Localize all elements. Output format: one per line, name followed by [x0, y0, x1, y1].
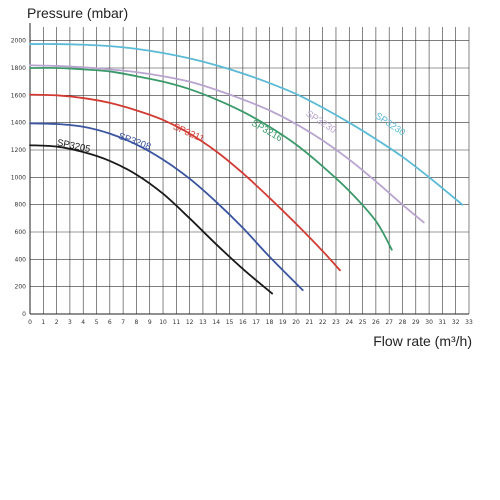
- x-tick-label: 32: [452, 319, 460, 326]
- y-axis-title: Pressure (mbar): [27, 5, 128, 21]
- x-tick-label: 10: [159, 319, 167, 326]
- axes: [29, 23, 469, 315]
- x-tick-label: 19: [279, 319, 287, 326]
- x-tick-label: 33: [465, 319, 473, 326]
- x-tick-label: 15: [226, 319, 234, 326]
- x-tick-label: 18: [266, 319, 274, 326]
- x-tick-label: 31: [439, 319, 447, 326]
- x-tick-label: 28: [399, 319, 407, 326]
- y-tick-label: 1600: [11, 92, 26, 99]
- series-line-sp3205-0: [29, 144, 274, 295]
- y-tick-label: 400: [15, 256, 27, 263]
- x-tick-label: 4: [81, 319, 85, 326]
- x-tick-label: 3: [68, 319, 72, 326]
- y-tick-label: 1200: [11, 147, 26, 154]
- x-tick-label: 26: [372, 319, 380, 326]
- x-tick-label: 13: [199, 319, 207, 326]
- x-tick-label: 24: [345, 319, 353, 326]
- y-tick-label: 200: [15, 284, 27, 291]
- series-label-sp3216-3: SP3216: [249, 118, 284, 144]
- x-tick-label: 8: [135, 319, 139, 326]
- series-label-sp3205-0: SP3205: [56, 137, 91, 155]
- series-line-sp3208-1: [29, 122, 304, 291]
- x-tick-label: 2: [55, 319, 59, 326]
- x-tick-label: 21: [306, 319, 314, 326]
- series-lines: [29, 43, 464, 295]
- x-tick-label: 7: [121, 319, 125, 326]
- series-label-sp3208-1: SP3208: [117, 131, 153, 153]
- tick-labels: 0 1 2 3 4 5 6 7 8 9 10 11 12 13 14 15 16 17 18 19 20 21 22 23 24…: [11, 38, 473, 326]
- x-tick-label: 17: [252, 319, 260, 326]
- x-tick-label: 0: [28, 319, 32, 326]
- x-tick-label: 20: [292, 319, 300, 326]
- y-tick-label: 0: [22, 311, 26, 318]
- y-tick-label: 800: [15, 202, 27, 209]
- series-labels: SP3205 SP3208 SP3211 SP3216 SP3230 SP3230: [56, 108, 407, 155]
- x-axis-title: Flow rate (m³/h): [373, 333, 472, 349]
- y-tick-label: 1400: [11, 120, 26, 127]
- x-tick-label: 11: [173, 319, 181, 326]
- series-label-sp3230-5: SP3230: [373, 111, 407, 139]
- y-tick-label: 1800: [11, 65, 26, 72]
- series-line-sp3230-5: [29, 43, 464, 206]
- x-tick-label: 5: [95, 319, 99, 326]
- series-line-sp3211-2: [29, 93, 341, 272]
- y-tick-label: 2000: [11, 38, 26, 45]
- x-tick-label: 23: [332, 319, 340, 326]
- x-tick-label: 12: [186, 319, 194, 326]
- x-tick-label: 16: [239, 319, 247, 326]
- x-tick-label: 6: [108, 319, 112, 326]
- x-tick-label: 9: [148, 319, 152, 326]
- x-tick-label: 25: [359, 319, 367, 326]
- x-tick-label: 29: [412, 319, 420, 326]
- x-tick-label: 22: [319, 319, 327, 326]
- x-tick-label: 1: [41, 319, 45, 326]
- x-tick-label: 27: [385, 319, 393, 326]
- series-line-sp3230-4: [29, 64, 425, 224]
- y-tick-label: 600: [15, 229, 27, 236]
- y-tick-label: 1000: [11, 174, 26, 181]
- series-line-sp3216-3: [29, 66, 393, 251]
- x-tick-label: 14: [212, 319, 220, 326]
- x-tick-label: 30: [425, 319, 433, 326]
